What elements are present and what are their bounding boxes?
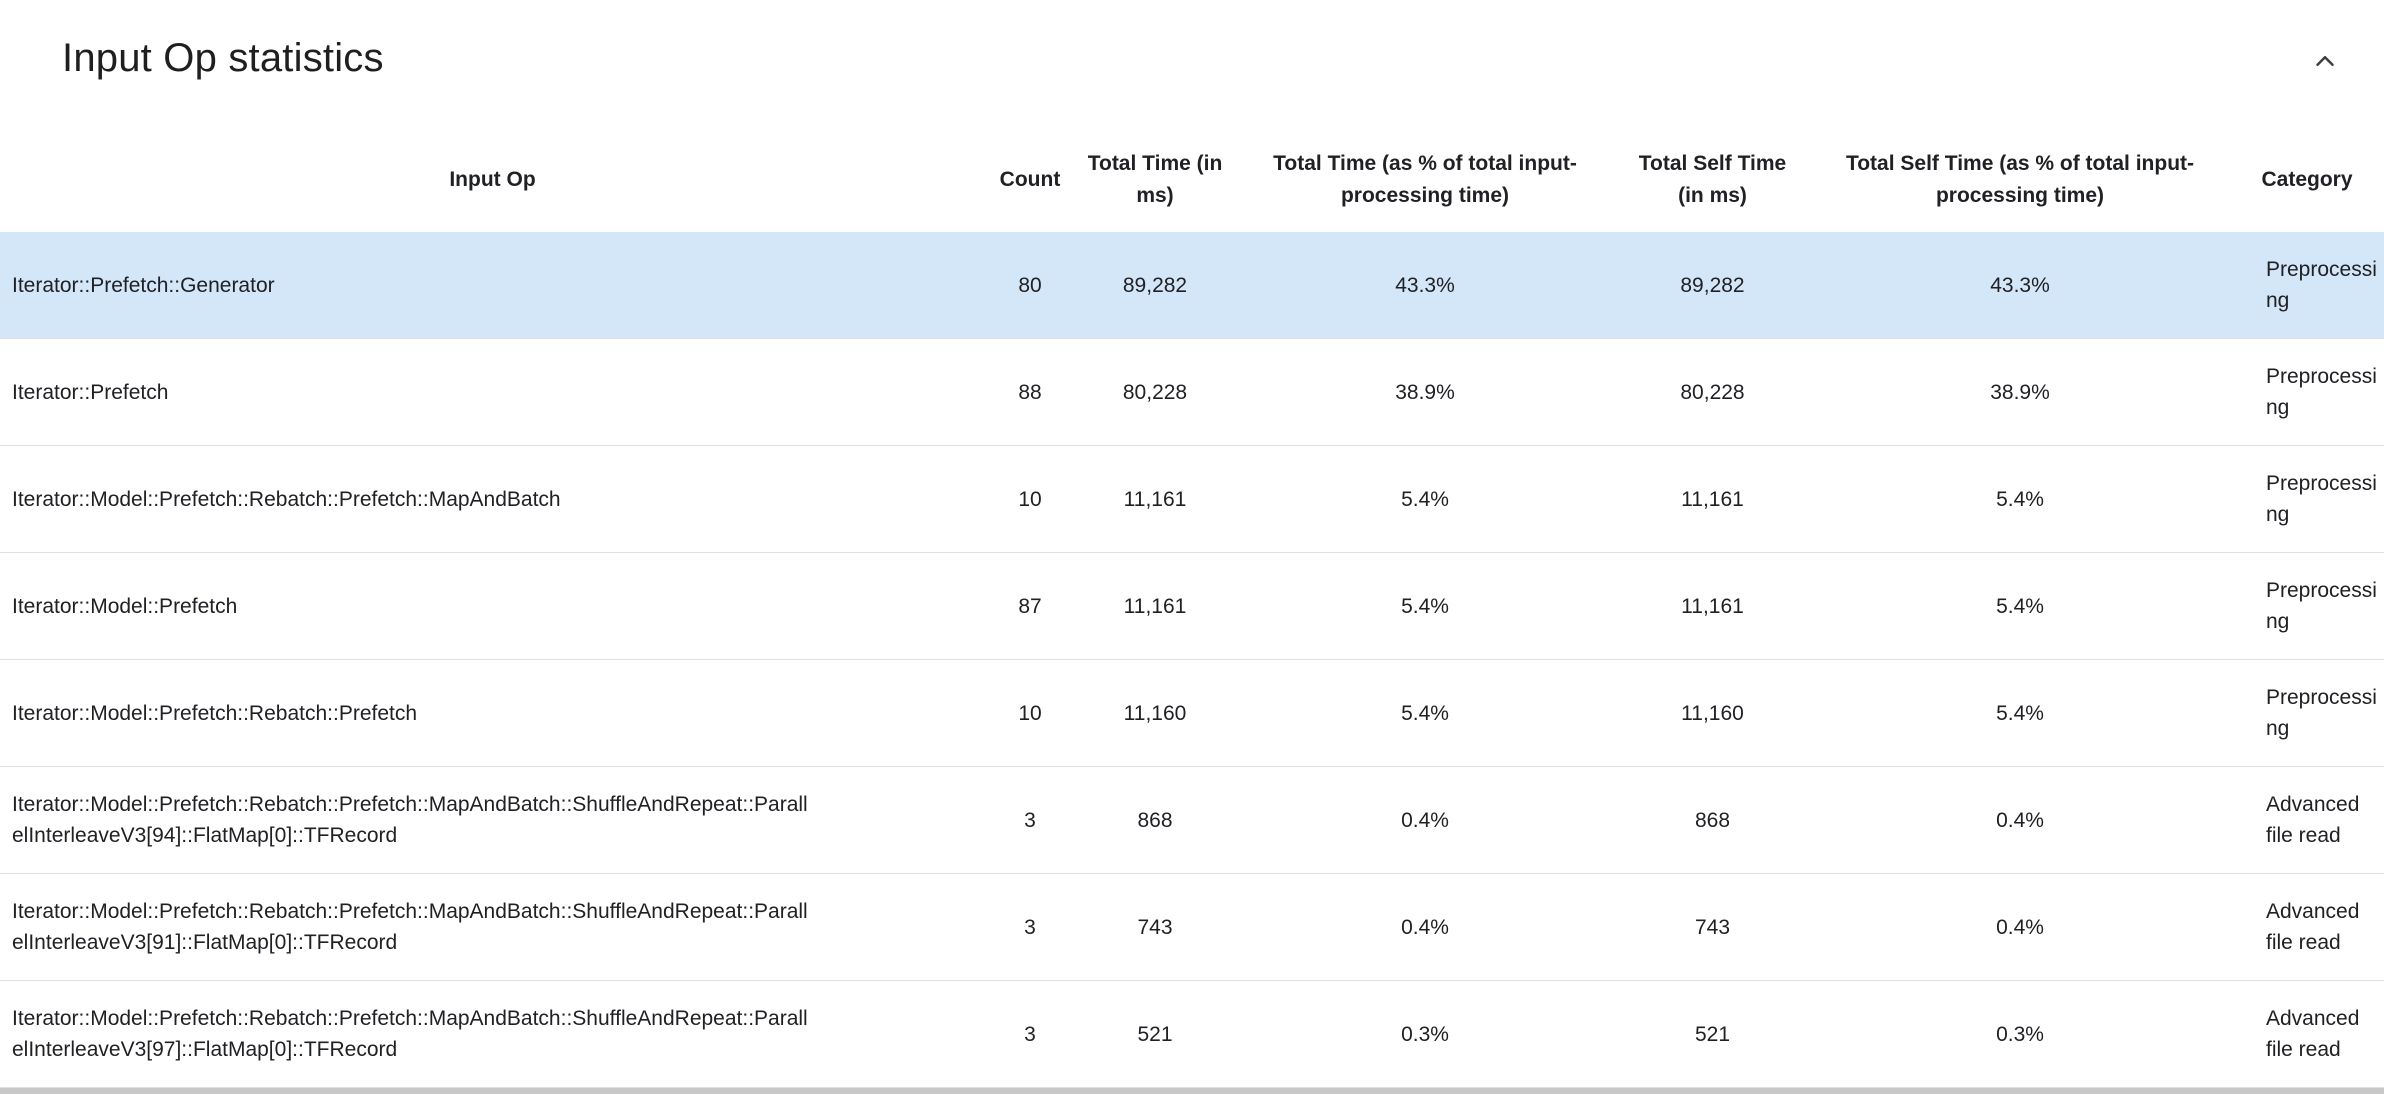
total-time-pct-cell: 38.9%: [1395, 380, 1455, 404]
table-row[interactable]: Iterator::Model::Prefetch::Rebatch::Pref…: [0, 873, 2384, 981]
panel-header: Input Op statistics: [0, 0, 2384, 88]
category-cell: Preprocessing: [2266, 579, 2377, 633]
self-time-cell: 11,161: [1681, 487, 1744, 511]
input-op-statistics-table: Input Op Count Total Time (in ms) Total …: [0, 128, 2384, 1088]
column-header-input-op[interactable]: Input Op: [449, 168, 536, 191]
self-time-pct-cell: 43.3%: [1990, 273, 2050, 297]
count-cell: 3: [1024, 1022, 1036, 1046]
self-time-cell: 11,160: [1681, 701, 1744, 725]
total-time-pct-cell: 0.4%: [1401, 808, 1449, 832]
op-cell: Iterator::Model::Prefetch: [12, 594, 238, 618]
total-time-cell: 868: [1137, 808, 1173, 832]
op-cell: Iterator::Model::Prefetch::Rebatch::Pref…: [12, 487, 561, 511]
self-time-pct-cell: 38.9%: [1990, 380, 2050, 404]
self-time-cell: 80,228: [1680, 380, 1745, 404]
self-time-cell: 89,282: [1680, 273, 1745, 297]
total-time-cell: 11,161: [1123, 487, 1187, 511]
total-time-pct-cell: 5.4%: [1401, 594, 1449, 618]
count-cell: 10: [1018, 487, 1042, 511]
category-cell: Preprocessing: [2266, 472, 2377, 526]
total-time-pct-cell: 0.3%: [1401, 1022, 1449, 1046]
table-row[interactable]: Iterator::Prefetch::Generator 80 89,282 …: [0, 232, 2384, 339]
table-row[interactable]: Iterator::Model::Prefetch::Rebatch::Pref…: [0, 445, 2384, 553]
self-time-pct-cell: 5.4%: [1996, 487, 2044, 511]
total-time-pct-cell: 43.3%: [1395, 273, 1455, 297]
total-time-cell: 11,161: [1123, 594, 1187, 618]
count-cell: 3: [1024, 915, 1036, 939]
self-time-pct-cell: 5.4%: [1996, 594, 2044, 618]
total-time-cell: 89,282: [1122, 273, 1188, 297]
count-cell: 10: [1018, 701, 1042, 725]
count-cell: 88: [1018, 380, 1042, 404]
self-time-pct-cell: 0.4%: [1996, 915, 2044, 939]
category-cell: Preprocessing: [2266, 686, 2377, 740]
column-header-total-time[interactable]: Total Time (in ms): [1087, 152, 1223, 207]
count-cell: 3: [1024, 808, 1036, 832]
column-header-category[interactable]: Category: [2261, 168, 2353, 191]
op-cell: Iterator::Model::Prefetch::Rebatch::Pref…: [12, 701, 418, 725]
op-cell: Iterator::Prefetch: [12, 380, 169, 404]
category-cell: Advanced file read: [2266, 1007, 2360, 1061]
header-row: Input Op Count Total Time (in ms) Total …: [0, 128, 2384, 232]
total-time-cell: 80,228: [1122, 380, 1188, 404]
column-header-total-time-pct[interactable]: Total Time (as % of total input-processi…: [1273, 152, 1577, 207]
self-time-cell: 868: [1694, 808, 1731, 832]
total-time-pct-cell: 5.4%: [1401, 701, 1449, 725]
self-time-cell: 521: [1694, 1022, 1731, 1046]
self-time-cell: 743: [1694, 915, 1731, 939]
panel-title: Input Op statistics: [62, 36, 384, 80]
count-cell: 80: [1018, 273, 1042, 297]
collapse-button[interactable]: [2306, 42, 2344, 80]
table-row[interactable]: Iterator::Prefetch 88 80,228 38.9% 80,22…: [0, 338, 2384, 446]
op-cell: Iterator::Model::Prefetch::Rebatch::Pref…: [12, 793, 808, 847]
category-cell: Preprocessing: [2266, 258, 2377, 312]
category-cell: Advanced file read: [2266, 900, 2360, 954]
category-cell: Preprocessing: [2266, 365, 2377, 419]
category-cell: Advanced file read: [2266, 793, 2360, 847]
column-header-count[interactable]: Count: [999, 168, 1061, 191]
op-cell: Iterator::Model::Prefetch::Rebatch::Pref…: [12, 1007, 808, 1061]
table-row[interactable]: Iterator::Model::Prefetch::Rebatch::Pref…: [0, 980, 2384, 1088]
self-time-pct-cell: 0.4%: [1996, 808, 2044, 832]
table-row[interactable]: Iterator::Model::Prefetch::Rebatch::Pref…: [0, 766, 2384, 874]
table-row[interactable]: Iterator::Model::Prefetch 87 11,161 5.4%…: [0, 552, 2384, 660]
horizontal-scrollbar[interactable]: [0, 1088, 2384, 1094]
column-header-total-self-time[interactable]: Total Self Time (in ms): [1638, 152, 1787, 207]
op-cell: Iterator::Model::Prefetch::Rebatch::Pref…: [12, 900, 808, 954]
total-time-pct-cell: 5.4%: [1401, 487, 1449, 511]
total-time-cell: 743: [1137, 915, 1173, 939]
total-time-pct-cell: 0.4%: [1401, 915, 1449, 939]
column-header-total-self-time-pct[interactable]: Total Self Time (as % of total input-pro…: [1845, 152, 2195, 207]
count-cell: 87: [1018, 594, 1042, 618]
total-time-cell: 11,160: [1123, 701, 1187, 725]
self-time-cell: 11,161: [1681, 594, 1744, 618]
self-time-pct-cell: 0.3%: [1996, 1022, 2044, 1046]
chevron-up-icon: [2316, 56, 2334, 66]
total-time-cell: 521: [1137, 1022, 1173, 1046]
table-row[interactable]: Iterator::Model::Prefetch::Rebatch::Pref…: [0, 659, 2384, 767]
self-time-pct-cell: 5.4%: [1996, 701, 2044, 725]
op-cell: Iterator::Prefetch::Generator: [12, 273, 275, 297]
